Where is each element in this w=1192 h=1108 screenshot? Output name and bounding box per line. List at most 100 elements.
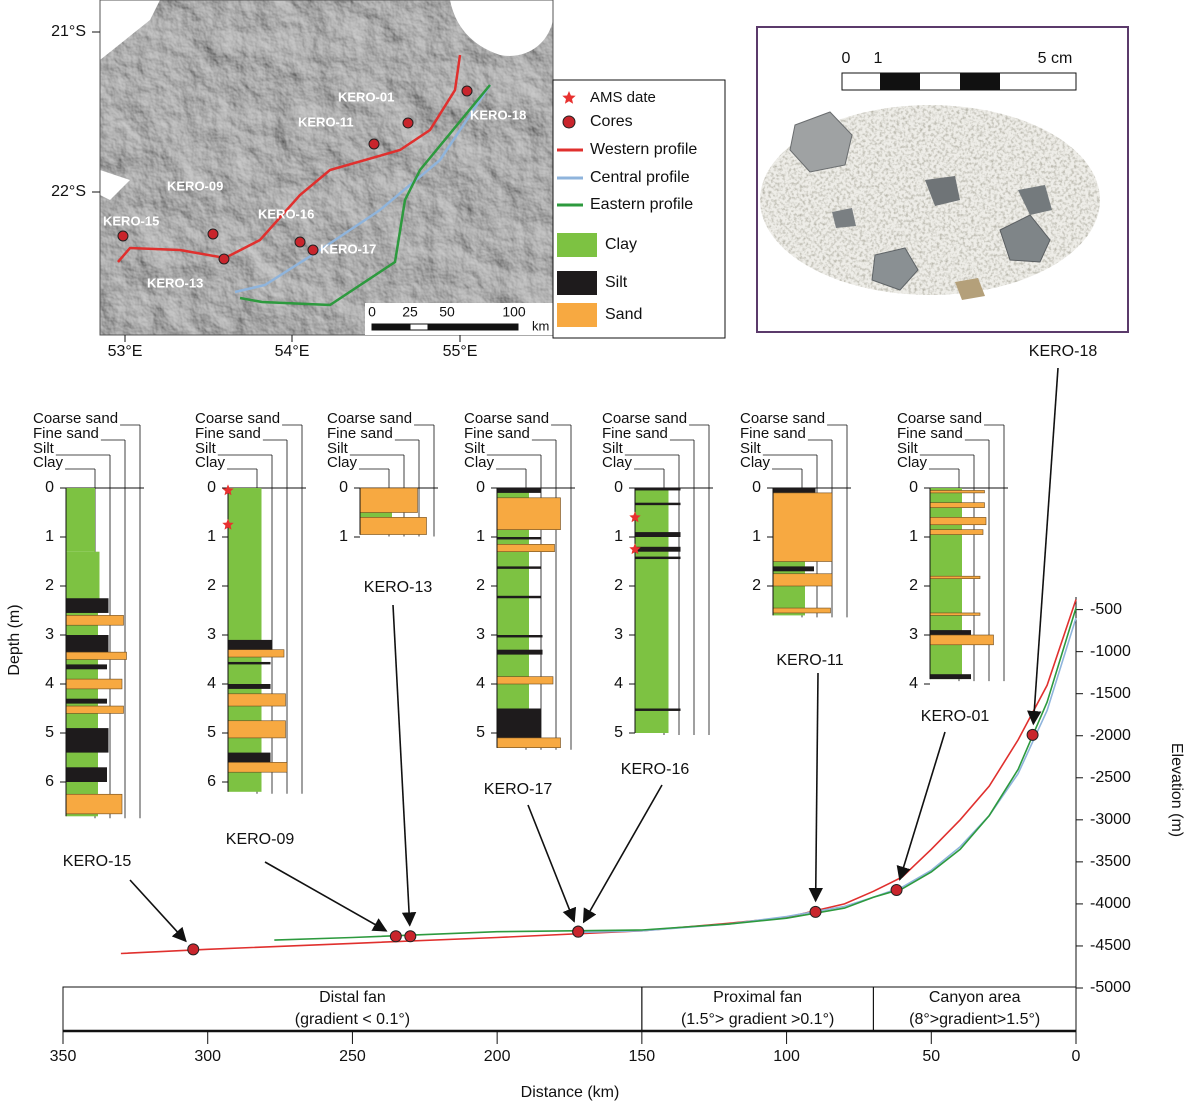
sand-layer [930, 517, 986, 524]
map-core-label: KERO-13 [147, 275, 203, 290]
silt-layer [635, 709, 681, 711]
legend-label: Cores [590, 113, 633, 130]
depth-tick-label: 5 [476, 724, 485, 741]
map-core-label: KERO-11 [298, 114, 354, 129]
sand-layer [773, 608, 831, 613]
sand-layer [930, 635, 994, 645]
core-arrow [130, 880, 186, 941]
lat-label: 21°S [51, 23, 86, 40]
clay-layer [930, 488, 962, 679]
silt-layer [66, 635, 109, 655]
grain-size-label: Silt [464, 440, 486, 457]
scale-seg [880, 73, 920, 90]
sand-layer [66, 706, 124, 713]
map-core-label: KERO-16 [258, 206, 314, 221]
depth-tick-label: 0 [207, 479, 216, 496]
map-core [208, 229, 218, 239]
depth-tick-label: 6 [207, 773, 216, 790]
silt-layer [497, 488, 541, 493]
y-tick-label: -1000 [1090, 643, 1131, 660]
map-core-label: KERO-01 [338, 89, 394, 104]
depth-tick-label: 1 [752, 528, 761, 545]
core-name: KERO-13 [364, 579, 433, 596]
sand-layer [930, 576, 980, 578]
core-name: KERO-09 [226, 831, 295, 848]
core-arrow [816, 673, 818, 901]
map-core [295, 237, 305, 247]
legend-label: Clay [605, 236, 637, 253]
silt-layer [930, 630, 971, 635]
sand-layer [66, 615, 124, 625]
lat-label: 22°S [51, 183, 86, 200]
figure: 21°S22°S53°E54°E55°EKERO-01KERO-11KERO-1… [0, 0, 1192, 1108]
x-tick-label: 50 [922, 1048, 940, 1065]
sand-layer [773, 493, 832, 562]
map-core [403, 118, 413, 128]
scale-unit: km [532, 318, 549, 333]
grain-size-label: Silt [195, 440, 217, 457]
core-point [1027, 729, 1038, 740]
x-tick-label: 250 [339, 1048, 366, 1065]
core-name: KERO-01 [921, 708, 990, 725]
silt-layer [930, 674, 971, 679]
x-axis-label: Distance (km) [521, 1084, 620, 1101]
core-name: KERO-15 [63, 853, 132, 870]
depth-tick-label: 1 [476, 528, 485, 545]
silt-layer [66, 699, 107, 704]
legend-dot [563, 116, 575, 128]
grain-size-label: Coarse sand [327, 410, 412, 427]
y-tick-label: -3000 [1090, 811, 1131, 828]
depth-tick-label: 4 [614, 675, 623, 692]
silt-layer [228, 640, 272, 650]
sand-layer [228, 650, 284, 657]
depth-tick-label: 4 [207, 675, 216, 692]
silt-layer [497, 596, 541, 598]
silt-layer [773, 566, 814, 571]
legend-swatch [557, 271, 597, 295]
y-axis-label: Elevation (m) [1168, 743, 1185, 837]
sand-layer [228, 762, 287, 772]
grain-size-label: Silt [897, 440, 919, 457]
core-point [891, 885, 902, 896]
legend-label: Sand [605, 306, 642, 323]
depth-tick-label: 3 [45, 626, 54, 643]
depth-tick-label: 0 [339, 479, 348, 496]
scale-label: 25 [402, 304, 418, 320]
clay-layer [360, 513, 392, 518]
depth-tick-label: 6 [45, 773, 54, 790]
silt-layer [635, 503, 681, 505]
core-arrow [584, 785, 662, 922]
grain-size-label: Fine sand [740, 425, 806, 442]
scale-label: 0 [368, 304, 376, 320]
x-tick-label: 0 [1072, 1048, 1081, 1065]
silt-layer [635, 532, 681, 537]
core-arrow [265, 862, 386, 931]
depth-tick-label: 4 [476, 675, 485, 692]
silt-layer [228, 753, 271, 763]
silt-layer [635, 488, 681, 490]
legend-swatch [557, 303, 597, 327]
y-tick-label: -4500 [1090, 937, 1131, 954]
photo-scale-label: 5 cm [1038, 50, 1073, 67]
silt-layer [66, 664, 107, 669]
depth-tick-label: 3 [614, 626, 623, 643]
scale-seg [428, 324, 447, 330]
core-arrow [393, 605, 410, 925]
depth-tick-label: 4 [45, 675, 54, 692]
photo-scale-label: 0 [842, 50, 851, 67]
clay-layer [635, 488, 669, 733]
grain-size-label: Coarse sand [740, 410, 825, 427]
y-tick-label: -1500 [1090, 685, 1131, 702]
sand-layer [497, 677, 553, 684]
core-point [390, 931, 401, 942]
y-tick-label: -4000 [1090, 895, 1131, 912]
core-name: KERO-16 [621, 761, 690, 778]
scale-seg [447, 324, 518, 330]
grain-size-label: Fine sand [464, 425, 530, 442]
silt-layer [497, 650, 543, 655]
zone-note: (gradient < 0.1°) [295, 1011, 410, 1028]
grain-size-label: Coarse sand [897, 410, 982, 427]
map-core [219, 254, 229, 264]
core-point [573, 926, 584, 937]
silt-layer [635, 557, 681, 559]
